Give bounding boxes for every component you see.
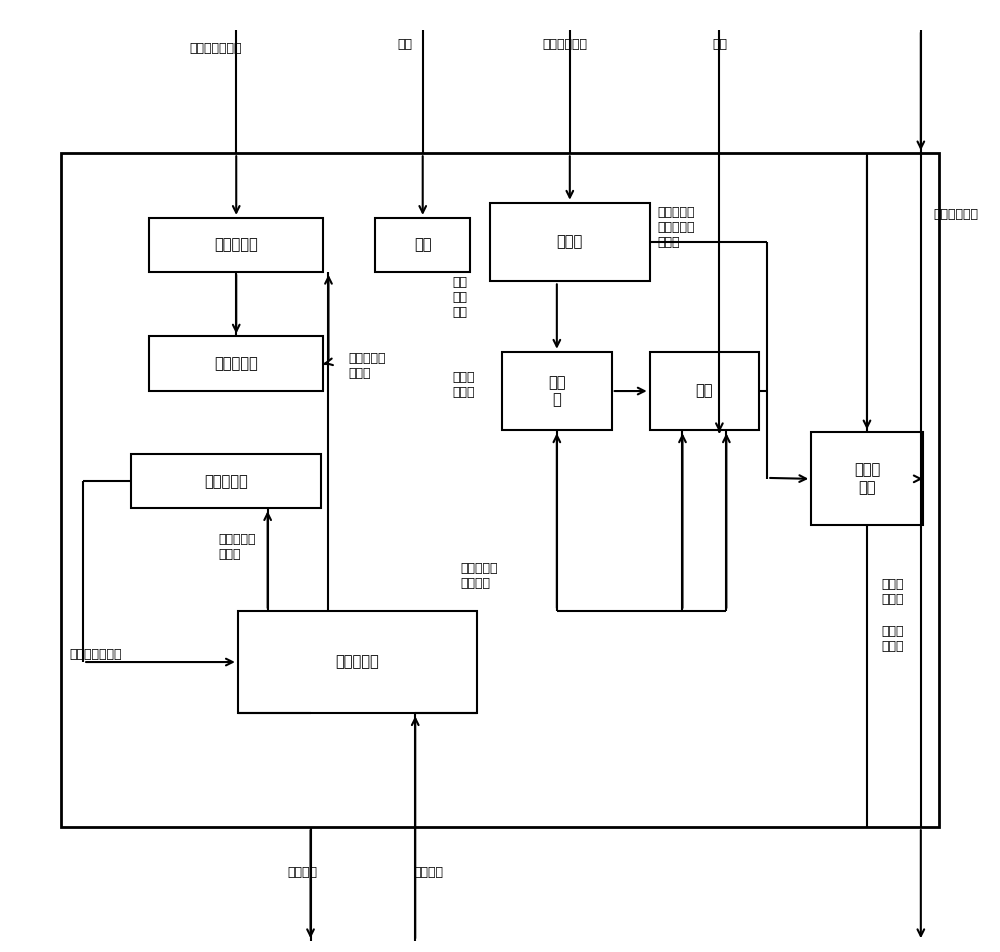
- Text: 中断: 中断: [712, 37, 727, 50]
- Bar: [490, 203, 650, 282]
- Bar: [131, 454, 320, 508]
- Text: 从核总
线请求: 从核总 线请求: [881, 625, 903, 653]
- Text: 中断: 中断: [398, 37, 413, 50]
- Text: 总线请求: 总线请求: [413, 866, 443, 880]
- Text: 从节点: 从节点: [557, 234, 583, 249]
- Text: 比较: 比较: [696, 384, 713, 399]
- Bar: [61, 153, 939, 827]
- Text: 从核总线响应: 从核总线响应: [934, 208, 979, 222]
- Text: 总线从节点: 总线从节点: [336, 655, 379, 669]
- Text: 比较: 比较: [414, 237, 431, 252]
- Text: 读模式寄存
器请求: 读模式寄存 器请求: [348, 352, 386, 380]
- Text: 读就绪寄存
器请求: 读就绪寄存 器请求: [219, 533, 256, 561]
- Text: 保存从核内
存，外设访
问请求: 保存从核内 存，外设访 问请求: [658, 206, 695, 248]
- Text: 写就绪
寄存器: 写就绪 寄存器: [452, 371, 475, 399]
- Text: 就绪寄存器: 就绪寄存器: [204, 474, 248, 488]
- Text: 内存，外设
访问请求: 内存，外设 访问请求: [460, 562, 498, 589]
- Bar: [811, 432, 923, 526]
- Text: 主核总
线响应: 主核总 线响应: [881, 578, 903, 605]
- Bar: [375, 218, 470, 272]
- Bar: [149, 218, 323, 272]
- Bar: [238, 611, 477, 713]
- Text: 总线响应: 总线响应: [288, 866, 318, 880]
- Text: 模式寄存器: 模式寄存器: [214, 356, 258, 371]
- Text: 写压
缩寄
存器: 写压 缩寄 存器: [452, 276, 467, 319]
- Text: 从核总线请求: 从核总线请求: [542, 37, 587, 50]
- Text: 就绪寄存器内容: 就绪寄存器内容: [69, 648, 122, 661]
- Text: 总线主
节点: 总线主 节点: [854, 463, 880, 495]
- Text: 压缩寄存器: 压缩寄存器: [214, 237, 258, 252]
- Text: 缓冲
器: 缓冲 器: [548, 375, 566, 407]
- Bar: [502, 351, 612, 430]
- Bar: [650, 351, 759, 430]
- Bar: [149, 336, 323, 390]
- Text: 寄存器压缩数据: 寄存器压缩数据: [190, 42, 242, 55]
